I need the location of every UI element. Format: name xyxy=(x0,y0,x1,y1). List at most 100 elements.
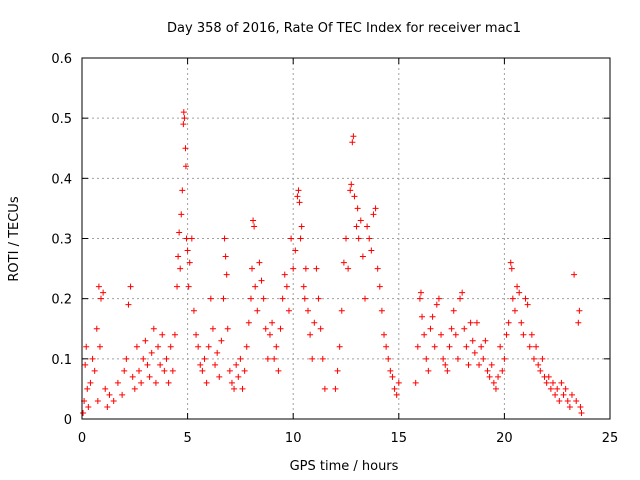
data-point xyxy=(414,343,421,350)
data-point xyxy=(148,349,155,356)
data-point xyxy=(518,319,525,326)
data-point xyxy=(283,283,290,290)
data-point xyxy=(393,391,400,398)
data-point xyxy=(249,265,256,272)
data-point xyxy=(348,181,355,188)
data-point xyxy=(467,319,474,326)
data-point xyxy=(438,331,445,338)
data-point xyxy=(501,355,508,362)
data-point xyxy=(507,259,514,266)
data-point xyxy=(91,367,98,374)
data-point xyxy=(209,325,216,332)
data-point xyxy=(174,283,181,290)
data-point xyxy=(577,403,584,410)
data-point xyxy=(146,373,153,380)
data-point xyxy=(165,379,172,386)
data-point xyxy=(304,307,311,314)
data-point xyxy=(463,343,470,350)
data-point xyxy=(319,355,326,362)
data-point xyxy=(556,397,563,404)
data-point xyxy=(247,295,254,302)
data-point xyxy=(181,115,188,122)
data-point xyxy=(167,343,174,350)
data-point xyxy=(277,325,284,332)
x-tick-label: 10 xyxy=(285,431,302,446)
data-point xyxy=(176,229,183,236)
data-point xyxy=(180,109,187,116)
data-point xyxy=(366,235,373,242)
data-point xyxy=(362,295,369,302)
data-point xyxy=(155,343,162,350)
data-point xyxy=(82,361,89,368)
data-point xyxy=(169,367,176,374)
data-point xyxy=(457,295,464,302)
data-point xyxy=(378,307,385,314)
data-point xyxy=(171,331,178,338)
data-point xyxy=(207,295,214,302)
data-point xyxy=(85,403,92,410)
data-point xyxy=(338,307,345,314)
data-point xyxy=(533,343,540,350)
data-point xyxy=(435,295,442,302)
data-point xyxy=(343,235,349,242)
data-point xyxy=(503,331,510,338)
data-point xyxy=(262,325,269,332)
data-point xyxy=(186,259,193,266)
data-point xyxy=(486,373,493,380)
data-point xyxy=(412,379,419,386)
x-tick-label: 0 xyxy=(78,431,86,446)
data-point xyxy=(454,355,461,362)
data-point xyxy=(221,235,228,242)
data-point xyxy=(94,397,101,404)
data-point xyxy=(224,325,231,332)
data-point xyxy=(497,343,504,350)
data-point xyxy=(271,355,278,362)
data-point xyxy=(302,265,309,272)
y-tick-label: 0 xyxy=(64,413,72,428)
data-point xyxy=(427,325,434,332)
data-point xyxy=(212,361,219,368)
data-point xyxy=(345,265,352,272)
data-point xyxy=(131,385,138,392)
data-point xyxy=(549,379,556,386)
data-point xyxy=(89,355,96,362)
data-point xyxy=(309,355,316,362)
data-point xyxy=(180,121,187,128)
data-point xyxy=(144,361,151,368)
data-point xyxy=(313,265,320,272)
data-point xyxy=(157,361,164,368)
data-point xyxy=(573,397,580,404)
data-point xyxy=(258,277,265,284)
data-point xyxy=(526,343,533,350)
data-point xyxy=(571,271,578,278)
data-point xyxy=(566,403,573,410)
data-point xyxy=(216,373,223,380)
y-tick-label: 0.6 xyxy=(51,52,72,67)
data-point xyxy=(508,265,515,272)
data-point xyxy=(214,349,221,356)
data-point xyxy=(419,313,426,320)
data-point xyxy=(421,331,428,338)
data-point xyxy=(203,379,210,386)
data-point xyxy=(300,283,307,290)
data-point xyxy=(389,373,396,380)
data-point xyxy=(499,367,506,374)
data-point xyxy=(96,343,103,350)
data-point xyxy=(269,319,276,326)
data-point xyxy=(355,235,362,242)
x-tick-label: 25 xyxy=(602,431,619,446)
data-point xyxy=(554,385,561,392)
data-point xyxy=(159,331,166,338)
data-point xyxy=(195,343,202,350)
data-point xyxy=(163,355,170,362)
data-point xyxy=(237,355,244,362)
data-point xyxy=(123,355,130,362)
data-point xyxy=(239,385,246,392)
data-point xyxy=(446,343,453,350)
data-point xyxy=(233,361,240,368)
data-point xyxy=(509,295,516,302)
data-point xyxy=(279,295,286,302)
data-point xyxy=(452,331,459,338)
data-point xyxy=(205,343,212,350)
data-point xyxy=(285,307,292,314)
